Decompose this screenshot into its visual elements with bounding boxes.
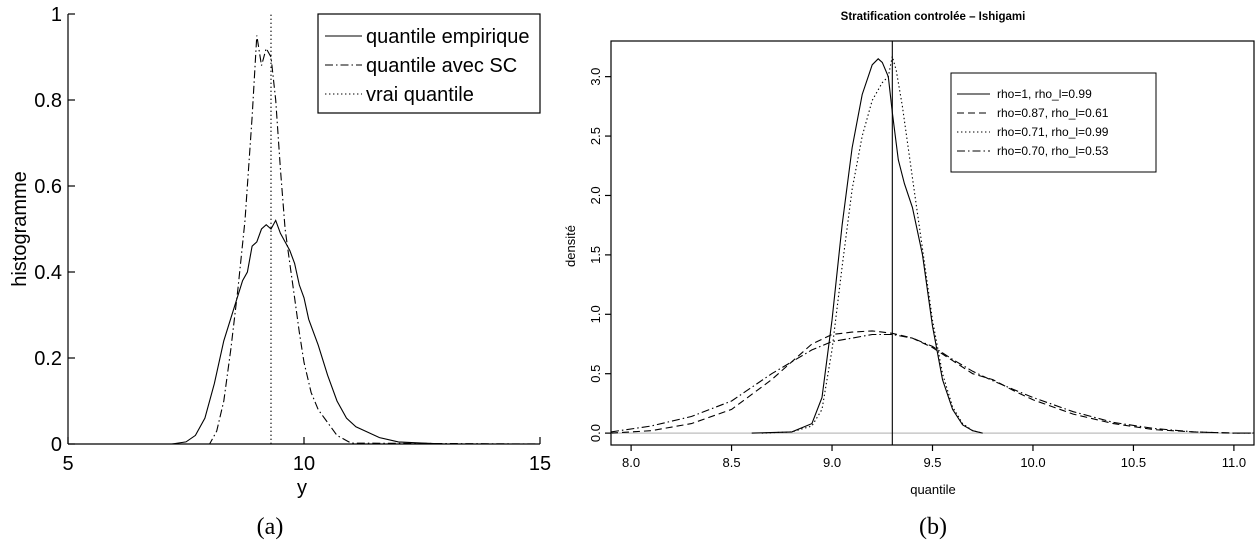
chart-b-series-2 bbox=[761, 56, 983, 434]
chart-b-x-tick-label-4: 10.0 bbox=[1020, 455, 1045, 470]
chart-a-y-tick-label-0: 0 bbox=[51, 434, 62, 456]
chart-a-y-tick-label-1: 0.2 bbox=[34, 348, 62, 370]
chart-b-series-1 bbox=[610, 330, 1254, 434]
chart-b-series-0 bbox=[751, 58, 983, 434]
chart-b-title: Stratification controlée – Ishigami bbox=[841, 11, 1026, 23]
chart-b-plot-area: 8.0 8.5 9.0 9.5 10.0 10.5 11.0 0.0 0.5 1.0 1.5 2.0 2… bbox=[588, 40, 1255, 470]
chart-a-y-tick-label-2: 0.4 bbox=[34, 262, 62, 284]
chart-a-y-label: histogramme bbox=[9, 171, 31, 287]
chart-a-legend: quantile empirique quantile avec SC vrai q… bbox=[317, 13, 541, 114]
chart-a-series-0 bbox=[68, 219, 540, 445]
chart-a-series-1 bbox=[68, 35, 541, 445]
chart-a: 5 10 15 0 0.2 0.4 0.6 0.8 1 y histogramme quanti… bbox=[9, 4, 551, 540]
chart-b-x-tick-label-0: 8.0 bbox=[622, 455, 640, 470]
chart-a-legend-label-0: quantile empirique bbox=[366, 26, 529, 48]
chart-b-legend-label-0: rho=1, rho_l=0.99 bbox=[997, 87, 1092, 101]
chart-a-x-tick-label-2: 15 bbox=[529, 453, 551, 475]
chart-b-x-label: quantile bbox=[910, 482, 956, 497]
chart-a-legend-label-1: quantile avec SC bbox=[366, 55, 517, 77]
chart-b-legend-label-1: rho=0.87, rho_l=0.61 bbox=[997, 106, 1109, 120]
chart-b-series-3 bbox=[610, 333, 1254, 434]
chart-b-legend-label-3: rho=0.70, rho_l=0.53 bbox=[997, 144, 1109, 158]
chart-b-legend: rho=1, rho_l=0.99 rho=0.87, rho_l=0.61rho… bbox=[950, 72, 1157, 173]
chart-b-x-tick-label-6: 11.0 bbox=[1222, 455, 1246, 470]
chart-a-x-tick-label-0: 5 bbox=[62, 453, 73, 475]
chart-b-y-label: densité bbox=[563, 225, 578, 267]
chart-b-frame bbox=[610, 40, 1255, 446]
chart-b-legend-label-2: rho=0.71, rho_l=0.99 bbox=[997, 125, 1109, 139]
chart-b-y-tick-label-1: 0.5 bbox=[588, 365, 603, 383]
chart-b-x-tick-label-5: 10.5 bbox=[1121, 455, 1146, 470]
chart-b-y-tick-label-0: 0.0 bbox=[588, 424, 603, 442]
chart-a-x-label: y bbox=[297, 477, 307, 499]
chart-b-y-tick-label-3: 1.5 bbox=[588, 246, 603, 264]
chart-a-plot-area: 5 10 15 0 0.2 0.4 0.6 0.8 1 bbox=[34, 4, 551, 475]
chart-b-y-tick-label-4: 2.0 bbox=[588, 186, 603, 204]
chart-b-x-tick-label-3: 9.5 bbox=[923, 455, 941, 470]
chart-a-legend-label-2: vrai quantile bbox=[366, 84, 474, 106]
chart-b: Stratification controlée – Ishigami 8.0 8… bbox=[563, 11, 1255, 540]
chart-a-y-tick-label-4: 0.8 bbox=[34, 90, 62, 112]
chart-b-y-tick-label-2: 1.0 bbox=[588, 305, 603, 323]
caption-b: (b) bbox=[919, 514, 947, 540]
chart-b-y-tick-label-5: 2.5 bbox=[588, 127, 603, 145]
chart-a-y-tick-label-5: 1 bbox=[51, 4, 62, 26]
chart-b-y-tick-label-6: 3.0 bbox=[588, 68, 603, 86]
chart-a-y-tick-label-3: 0.6 bbox=[34, 176, 62, 198]
chart-b-x-tick-label-2: 9.0 bbox=[823, 455, 841, 470]
caption-a: (a) bbox=[257, 514, 284, 540]
chart-a-x-tick-label-1: 10 bbox=[293, 453, 315, 475]
chart-b-x-tick-label-1: 8.5 bbox=[723, 455, 741, 470]
